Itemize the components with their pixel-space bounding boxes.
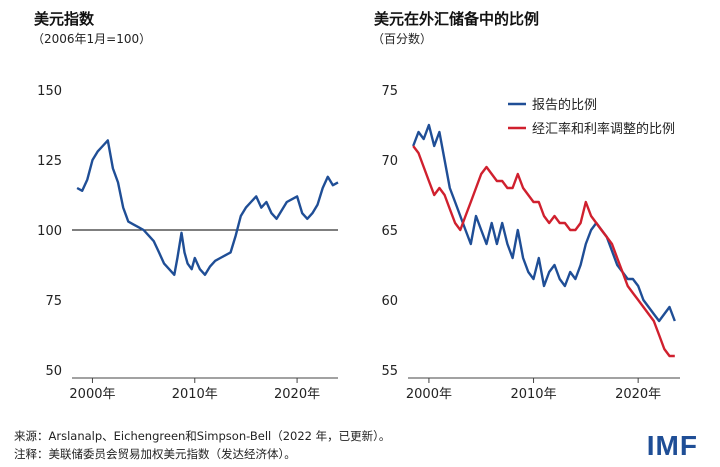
source-note: 来源：Arslanalp、Eichengreen和Simpson-Bell（20… (14, 429, 391, 443)
y-tick-label: 150 (37, 84, 62, 99)
y-tick-label: 125 (37, 154, 62, 169)
legend-label-0: 报告的比例 (532, 97, 597, 113)
x-tick-label: 2020年 (615, 387, 661, 402)
y-tick-label: 100 (37, 224, 62, 239)
legend-label-1: 经汇率和利率调整的比例 (532, 121, 675, 137)
y-tick-label: 70 (381, 154, 398, 169)
series-line-0 (76, 139, 339, 276)
x-tick-label: 2020年 (274, 387, 320, 402)
y-tick-label: 60 (381, 294, 398, 309)
y-tick-label: 50 (45, 364, 62, 379)
x-tick-label: 2010年 (510, 387, 556, 402)
x-tick-label: 2000年 (69, 387, 115, 402)
x-tick-label: 2000年 (406, 387, 452, 402)
series-line-1 (412, 145, 675, 358)
y-tick-label: 55 (381, 364, 398, 379)
x-tick-label: 2010年 (172, 387, 218, 402)
imf-logo: IMF (646, 430, 698, 461)
y-tick-label: 75 (381, 84, 398, 99)
right-chart-subtitle: （百分数） (372, 32, 433, 46)
left-chart-subtitle: （2006年1月=100） (32, 32, 152, 46)
left-chart-title: 美元指数 (34, 10, 95, 28)
footnote: 注释：美联储委员会贸易加权美元指数（发达经济体）。 (14, 447, 296, 461)
dollar-index-chart: 50 75 100 125 150 2000年 2010年 2020年 (37, 84, 339, 402)
y-tick-label: 65 (381, 224, 398, 239)
series-line-0 (412, 123, 676, 323)
right-chart-title: 美元在外汇储备中的比例 (374, 10, 540, 28)
y-tick-label: 75 (45, 294, 62, 309)
usd-reserve-share-chart: 55 60 65 70 75 2000年 2010年 2020年 报告的比例经汇率和利率调整的比… (381, 84, 680, 402)
